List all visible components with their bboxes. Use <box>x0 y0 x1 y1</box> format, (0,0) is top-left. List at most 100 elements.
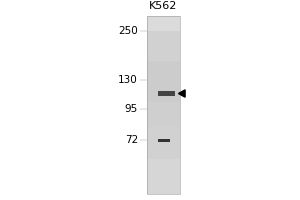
Bar <box>147 102 180 103</box>
Bar <box>147 23 180 25</box>
Bar <box>147 47 180 48</box>
Bar <box>147 144 180 146</box>
Bar <box>147 189 180 191</box>
Bar <box>147 55 180 57</box>
Bar <box>147 95 180 96</box>
Bar <box>147 164 180 166</box>
Bar <box>147 130 180 132</box>
Bar <box>147 43 180 45</box>
Bar <box>147 157 180 159</box>
Bar <box>147 114 180 116</box>
Bar <box>147 84 180 86</box>
Bar <box>147 123 180 125</box>
Bar <box>147 139 180 141</box>
Bar <box>147 54 180 55</box>
Bar <box>147 75 180 77</box>
Bar <box>147 167 180 169</box>
Bar <box>147 61 180 63</box>
Bar <box>147 178 180 180</box>
Bar <box>147 18 180 20</box>
Polygon shape <box>178 90 185 97</box>
Bar <box>147 192 180 194</box>
Bar <box>147 141 180 143</box>
Bar <box>147 148 180 150</box>
Bar <box>147 71 180 73</box>
Bar <box>147 112 180 114</box>
Bar <box>147 127 180 128</box>
Bar <box>147 45 180 47</box>
Bar <box>147 116 180 118</box>
Bar <box>147 173 180 175</box>
Bar <box>147 135 180 137</box>
Bar <box>147 176 180 178</box>
Bar <box>147 82 180 84</box>
Bar <box>147 89 180 91</box>
Bar <box>147 169 180 171</box>
Bar <box>147 160 180 162</box>
Bar <box>147 87 180 89</box>
Bar <box>147 132 180 134</box>
Bar <box>147 119 180 121</box>
Bar <box>147 52 180 54</box>
Bar <box>147 86 180 87</box>
Bar <box>147 39 180 41</box>
Bar <box>147 182 180 183</box>
Bar <box>147 107 180 109</box>
Bar <box>147 159 180 160</box>
Bar <box>147 98 180 100</box>
Bar <box>147 118 180 119</box>
Bar <box>147 191 180 192</box>
Bar <box>147 146 180 148</box>
Bar <box>147 41 180 43</box>
Text: 72: 72 <box>125 135 138 145</box>
Text: 130: 130 <box>118 75 138 85</box>
Bar <box>147 143 180 144</box>
Bar <box>147 16 180 194</box>
Bar <box>147 57 180 59</box>
Bar <box>147 22 180 23</box>
Bar <box>147 16 180 18</box>
Bar <box>147 100 180 102</box>
Bar <box>147 31 180 32</box>
Bar <box>147 48 180 50</box>
Bar <box>147 111 180 112</box>
Bar <box>147 27 180 29</box>
Bar <box>147 128 180 130</box>
Bar <box>147 150 180 151</box>
Bar <box>147 134 180 135</box>
Bar <box>147 34 180 36</box>
Bar <box>147 175 180 176</box>
Bar <box>147 38 180 39</box>
Bar <box>158 91 175 96</box>
Bar <box>147 96 180 98</box>
Bar <box>147 36 180 38</box>
Bar <box>147 20 180 22</box>
Bar <box>147 77 180 79</box>
Bar <box>147 125 180 127</box>
Bar <box>147 183 180 185</box>
Bar <box>147 166 180 167</box>
Bar <box>147 66 180 68</box>
Text: 250: 250 <box>118 26 138 36</box>
Bar <box>147 180 180 182</box>
Bar <box>147 32 180 34</box>
Bar <box>147 79 180 80</box>
Bar <box>147 50 180 52</box>
Bar <box>147 155 180 157</box>
Bar <box>147 59 180 61</box>
Bar <box>147 187 180 189</box>
Bar <box>158 139 169 142</box>
Bar <box>147 162 180 164</box>
Bar <box>147 63 180 64</box>
Bar <box>147 109 180 111</box>
Bar <box>147 29 180 31</box>
Bar <box>147 70 180 71</box>
Bar <box>147 103 180 105</box>
Text: K562: K562 <box>149 1 178 11</box>
Bar <box>147 185 180 187</box>
Bar <box>147 73 180 75</box>
Bar <box>147 25 180 27</box>
Bar <box>147 171 180 173</box>
Bar <box>147 137 180 139</box>
Bar <box>147 93 180 95</box>
